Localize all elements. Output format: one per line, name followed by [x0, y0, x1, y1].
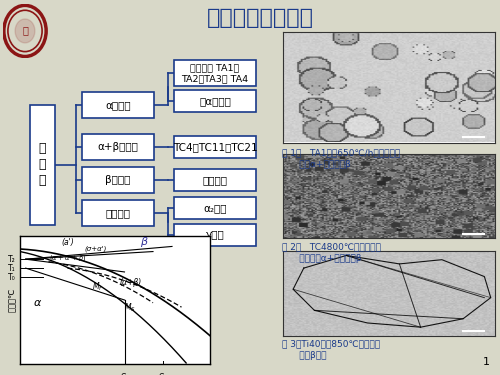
Circle shape — [15, 19, 35, 43]
Text: $(α+α'+β)$: $(α+α'+β)$ — [48, 255, 86, 266]
FancyBboxPatch shape — [82, 134, 154, 160]
Text: 钛
合
金: 钛 合 金 — [38, 142, 46, 188]
FancyBboxPatch shape — [82, 167, 154, 193]
Text: α: α — [34, 298, 41, 308]
Text: 图 1：   TA1板材650℃/h退火状态：
      等轴α+少量晶间β: 图 1： TA1板材650℃/h退火状态： 等轴α+少量晶间β — [282, 148, 401, 169]
Text: 工业纯钛 TA1、
TA2、TA3、 TA4: 工业纯钛 TA1、 TA2、TA3、 TA4 — [182, 63, 248, 83]
FancyBboxPatch shape — [30, 105, 54, 225]
Text: T₂: T₂ — [8, 255, 15, 264]
Text: C₁: C₁ — [120, 373, 128, 375]
Text: α₂合金: α₂合金 — [203, 203, 227, 213]
Y-axis label: 温度，℃: 温度，℃ — [8, 288, 17, 312]
Text: TC4、TC11、TC21: TC4、TC11、TC21 — [172, 142, 258, 152]
FancyBboxPatch shape — [174, 60, 256, 86]
FancyBboxPatch shape — [82, 92, 154, 118]
Text: 大: 大 — [22, 25, 28, 35]
Text: β: β — [140, 237, 147, 247]
Text: 高温合金: 高温合金 — [202, 175, 228, 185]
Text: C₀: C₀ — [158, 373, 166, 375]
FancyBboxPatch shape — [174, 169, 256, 191]
Text: 图 3：Ti40合金850℃退火组织
      等轴β组织: 图 3：Ti40合金850℃退火组织 等轴β组织 — [282, 339, 380, 360]
Text: 1: 1 — [483, 357, 490, 367]
Text: (σ+α'): (σ+α') — [85, 245, 107, 252]
Text: $M_f$: $M_f$ — [92, 281, 104, 293]
Text: γ合金: γ合金 — [206, 230, 225, 240]
Text: α+β钓合金: α+β钓合金 — [98, 142, 138, 152]
FancyBboxPatch shape — [174, 136, 256, 158]
Text: $M_S$: $M_S$ — [124, 301, 136, 314]
Text: 图 2：   TC4800℃退火状态：
      白色等轴α+灰色晶间β: 图 2： TC4800℃退火状态： 白色等轴α+灰色晶间β — [282, 242, 382, 262]
FancyBboxPatch shape — [82, 200, 154, 226]
Text: 一、钛合金的分类: 一、钛合金的分类 — [206, 8, 314, 28]
FancyBboxPatch shape — [174, 197, 256, 219]
Text: T₀: T₀ — [8, 273, 15, 282]
Text: 其他类型: 其他类型 — [106, 208, 130, 218]
FancyBboxPatch shape — [174, 90, 256, 112]
Text: β钓合金: β钓合金 — [106, 175, 130, 185]
Text: α钓合金: α钓合金 — [105, 100, 131, 110]
Text: (α+β): (α+β) — [119, 278, 142, 287]
FancyBboxPatch shape — [174, 224, 256, 246]
Text: T₁: T₁ — [8, 264, 15, 273]
Text: 近α钛合金: 近α钛合金 — [199, 96, 231, 106]
Text: (a'): (a') — [61, 238, 74, 247]
